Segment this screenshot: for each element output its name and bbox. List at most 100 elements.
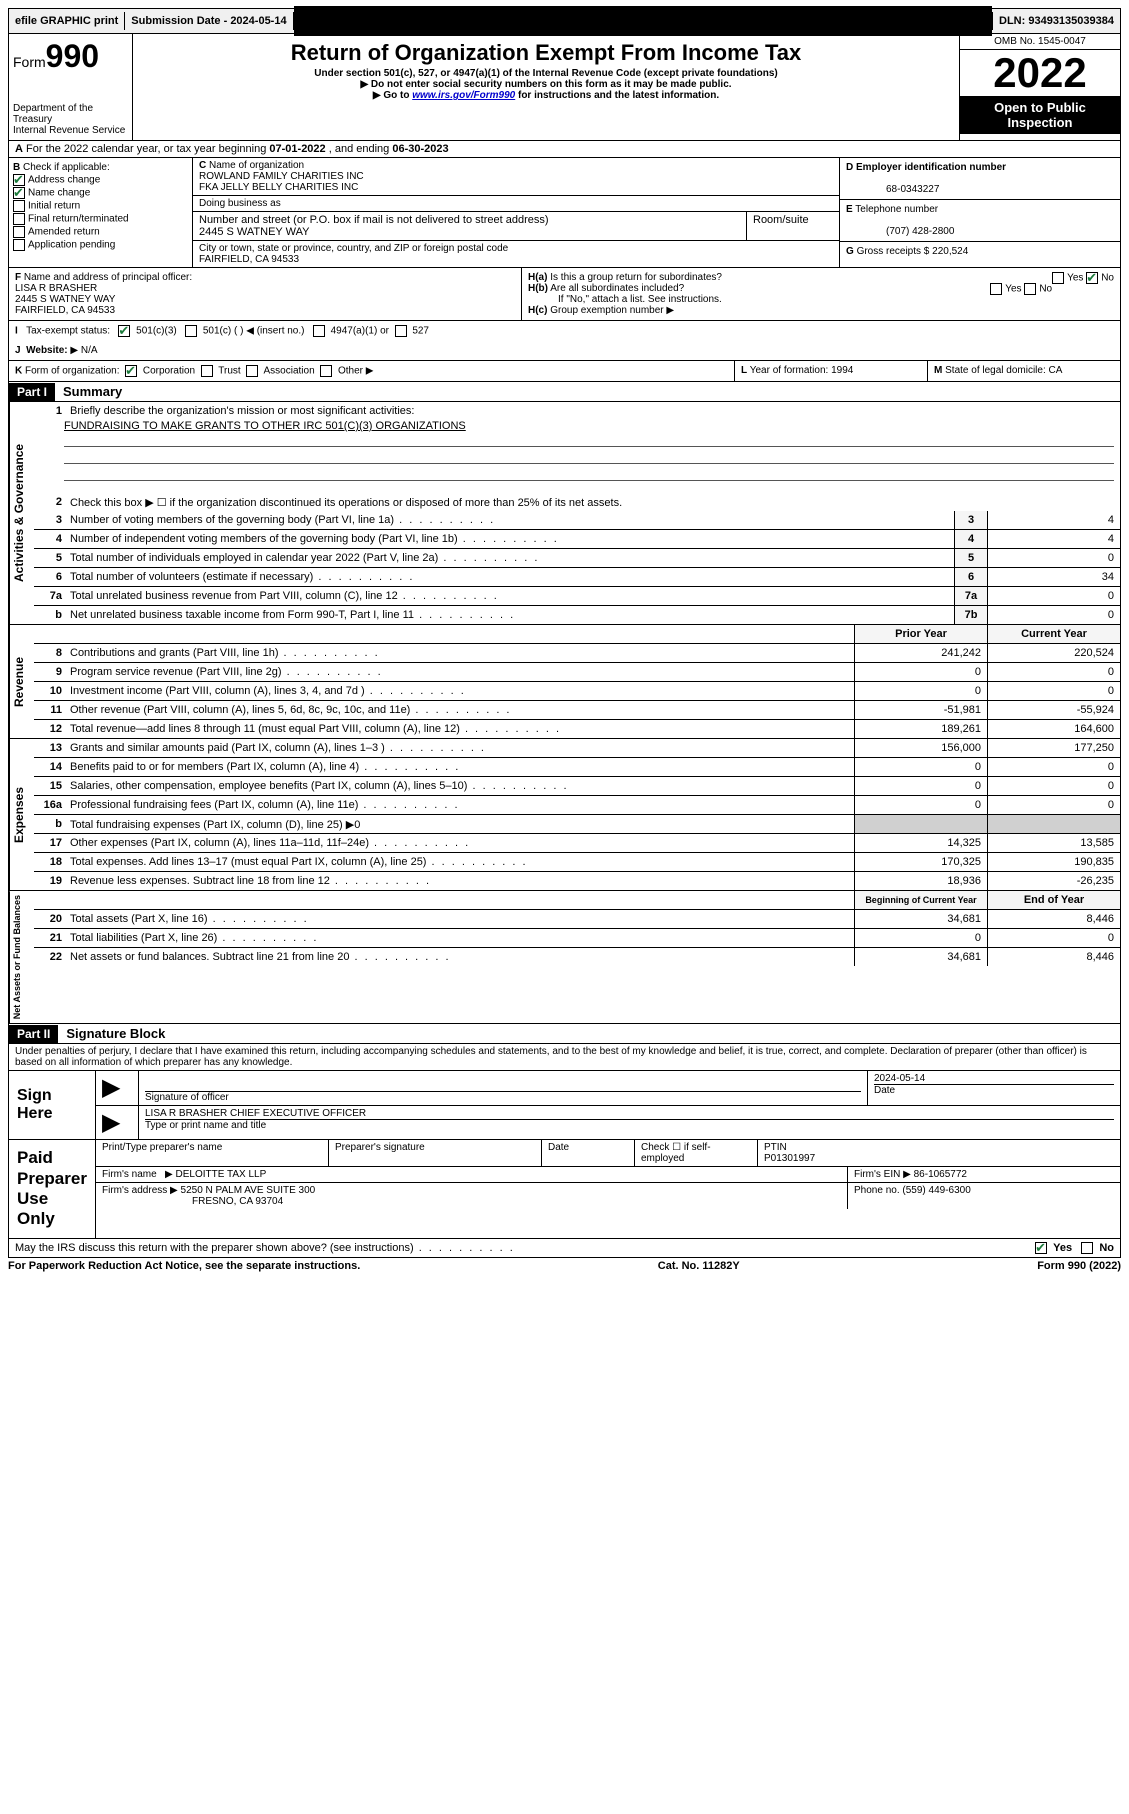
- ptin-cell: PTINP01301997: [758, 1140, 1120, 1166]
- part-1-header: Part I Summary: [8, 382, 1121, 402]
- part-2-header: Part II Signature Block: [8, 1024, 1121, 1044]
- irs-discuss-row: May the IRS discuss this return with the…: [8, 1239, 1121, 1258]
- row-k-l-m: K Form of organization: Corporation Trus…: [8, 361, 1121, 382]
- org-name-cell: C Name of organization ROWLAND FAMILY CH…: [193, 158, 839, 196]
- table-row: 5Total number of individuals employed in…: [34, 549, 1120, 568]
- form-number: Form990: [13, 38, 128, 75]
- hb-no-checkbox[interactable]: [1024, 283, 1036, 295]
- city-cell: City or town, state or province, country…: [193, 241, 839, 267]
- vlabel-expenses: Expenses: [9, 739, 34, 890]
- table-row: bNet unrelated business taxable income f…: [34, 606, 1120, 624]
- checkbox-line: Final return/terminated: [13, 213, 188, 225]
- 527-checkbox[interactable]: [395, 325, 407, 337]
- preparer-name-header: Print/Type preparer's name: [96, 1140, 329, 1166]
- section-governance: Activities & Governance 1 Briefly descri…: [8, 402, 1121, 625]
- state-domicile: M State of legal domicile: CA: [928, 361, 1120, 381]
- org-info-grid: B Check if applicable: Address changeNam…: [8, 158, 1121, 268]
- year-formation: L Year of formation: 1994: [735, 361, 928, 381]
- submission-date: Submission Date - 2024-05-14: [125, 12, 293, 30]
- table-row: 4Number of independent voting members of…: [34, 530, 1120, 549]
- section-revenue: Revenue Prior Year Current Year 8Contrib…: [8, 625, 1121, 739]
- trust-checkbox[interactable]: [201, 365, 213, 377]
- table-row: 16aProfessional fundraising fees (Part I…: [34, 796, 1120, 815]
- applicable-checkbox[interactable]: [13, 226, 25, 238]
- row-f-h: F Name and address of principal officer:…: [8, 268, 1121, 321]
- section-a-tax-year: A For the 2022 calendar year, or tax yea…: [8, 141, 1121, 158]
- footer-mid: Cat. No. 11282Y: [658, 1260, 740, 1272]
- col-end-year: End of Year: [987, 891, 1120, 909]
- discuss-yes-checkbox[interactable]: [1035, 1242, 1047, 1254]
- table-row: 10Investment income (Part VIII, column (…: [34, 682, 1120, 701]
- tax-year: 2022: [960, 50, 1120, 96]
- preparer-date-header: Date: [542, 1140, 635, 1166]
- page-footer: For Paperwork Reduction Act Notice, see …: [8, 1258, 1121, 1274]
- table-row: bTotal fundraising expenses (Part IX, co…: [34, 815, 1120, 834]
- checkbox-line: Amended return: [13, 226, 188, 238]
- inspection-label: Open to Public Inspection: [960, 96, 1120, 134]
- firm-phone-cell: Phone no. (559) 449-6300: [848, 1183, 1120, 1209]
- ha-no-checkbox[interactable]: [1086, 272, 1098, 284]
- efile-label[interactable]: efile GRAPHIC print: [9, 12, 125, 30]
- irs-label: Internal Revenue Service: [13, 125, 128, 136]
- discuss-no-checkbox[interactable]: [1081, 1242, 1093, 1254]
- applicable-checkbox[interactable]: [13, 213, 25, 225]
- applicable-checkbox[interactable]: [13, 200, 25, 212]
- 501c-checkbox[interactable]: [185, 325, 197, 337]
- vlabel-governance: Activities & Governance: [9, 402, 34, 624]
- declaration-text: Under penalties of perjury, I declare th…: [8, 1044, 1121, 1071]
- checkbox-line: Application pending: [13, 239, 188, 251]
- 4947-checkbox[interactable]: [313, 325, 325, 337]
- hb-yes-checkbox[interactable]: [990, 283, 1002, 295]
- table-row: 3Number of voting members of the governi…: [34, 511, 1120, 530]
- paid-preparer-label: Paid Preparer Use Only: [9, 1140, 96, 1238]
- preparer-sig-header: Preparer's signature: [329, 1140, 542, 1166]
- subtitle-2: ▶ Do not enter social security numbers o…: [141, 79, 951, 90]
- form990-link[interactable]: www.irs.gov/Form990: [412, 90, 515, 101]
- subtitle-1: Under section 501(c), 527, or 4947(a)(1)…: [141, 68, 951, 79]
- subtitle-3: ▶ Go to www.irs.gov/Form990 for instruct…: [141, 90, 951, 101]
- row-i-tax-status: I Tax-exempt status: 501(c)(3) 501(c) ( …: [8, 321, 1121, 341]
- sig-date-value: 2024-05-14: [874, 1073, 1114, 1084]
- firm-ein-cell: Firm's EIN ▶ 86-1065772: [848, 1167, 1120, 1182]
- table-row: 18Total expenses. Add lines 13–17 (must …: [34, 853, 1120, 872]
- checkbox-line: Address change: [13, 174, 188, 186]
- officer-name-label: Type or print name and title: [145, 1119, 1114, 1131]
- phone-cell: E Telephone number (707) 428-2800: [840, 200, 1120, 242]
- ha-yes-checkbox[interactable]: [1052, 272, 1064, 284]
- paid-preparer-section: Paid Preparer Use Only Print/Type prepar…: [8, 1140, 1121, 1239]
- applicable-checkbox[interactable]: [13, 239, 25, 251]
- table-row: 20Total assets (Part X, line 16)34,6818,…: [34, 910, 1120, 929]
- section-net-assets: Net Assets or Fund Balances Beginning of…: [8, 891, 1121, 1024]
- col-current-year: Current Year: [987, 625, 1120, 643]
- gross-receipts-cell: G Gross receipts $ 220,524: [840, 242, 1120, 261]
- table-row: 12Total revenue—add lines 8 through 11 (…: [34, 720, 1120, 738]
- mission-label: Briefly describe the organization's miss…: [66, 404, 1120, 418]
- table-row: 14Benefits paid to or for members (Part …: [34, 758, 1120, 777]
- form-header: Form990 Department of the Treasury Inter…: [8, 34, 1121, 141]
- applicable-checkbox[interactable]: [13, 187, 25, 199]
- table-row: 21Total liabilities (Part X, line 26)00: [34, 929, 1120, 948]
- dln-label: DLN: 93493135039384: [992, 12, 1120, 30]
- table-row: 17Other expenses (Part IX, column (A), l…: [34, 834, 1120, 853]
- officer-name: LISA R BRASHER CHIEF EXECUTIVE OFFICER: [145, 1108, 1114, 1119]
- checkbox-line: Name change: [13, 187, 188, 199]
- table-row: 9Program service revenue (Part VIII, lin…: [34, 663, 1120, 682]
- footer-right: Form 990 (2022): [1037, 1260, 1121, 1272]
- omb-number: OMB No. 1545-0047: [960, 34, 1120, 50]
- group-return-h: H(a) Is this a group return for subordin…: [522, 268, 1120, 320]
- ein-cell: D Employer identification number 68-0343…: [840, 158, 1120, 200]
- room-suite-cell: Room/suite: [747, 212, 839, 240]
- assoc-checkbox[interactable]: [246, 365, 258, 377]
- sig-date-label: Date: [874, 1084, 1114, 1096]
- dba-cell: Doing business as: [193, 196, 839, 212]
- table-row: 15Salaries, other compensation, employee…: [34, 777, 1120, 796]
- corp-checkbox[interactable]: [125, 365, 137, 377]
- 501c3-checkbox[interactable]: [118, 325, 130, 337]
- vlabel-revenue: Revenue: [9, 625, 34, 738]
- table-row: 6Total number of volunteers (estimate if…: [34, 568, 1120, 587]
- other-checkbox[interactable]: [320, 365, 332, 377]
- row-j-website: J Website: ▶ N/A: [8, 341, 1121, 361]
- footer-left: For Paperwork Reduction Act Notice, see …: [8, 1260, 360, 1272]
- checkbox-line: Initial return: [13, 200, 188, 212]
- mission-text: FUNDRAISING TO MAKE GRANTS TO OTHER IRC …: [34, 420, 1120, 432]
